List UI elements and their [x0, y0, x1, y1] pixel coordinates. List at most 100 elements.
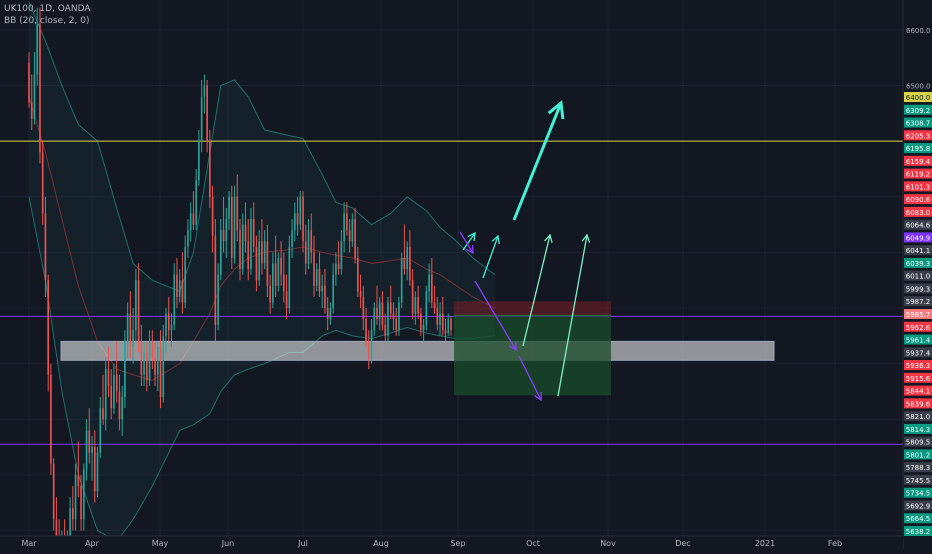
candle-body [250, 219, 252, 270]
candle-body [348, 230, 351, 242]
price-tag-label: 5734.5 [906, 490, 931, 498]
price-tag-label: 6090.6 [906, 196, 931, 204]
price-tag-label: 5801.2 [906, 451, 931, 459]
arrow-down-small-head [465, 244, 474, 255]
price-tag-label: 6308.7 [906, 120, 931, 128]
price-tag-bg [904, 411, 932, 422]
price-tag-label: 6011.0 [906, 273, 931, 281]
candle-body [30, 102, 33, 119]
price-tag-label: 6195.8 [906, 145, 931, 153]
candle-body [310, 230, 313, 253]
candle-body [167, 313, 170, 331]
price-tag-bg [904, 232, 932, 243]
price-tag-bg [904, 385, 932, 396]
price-tag-label: 6039.3 [906, 260, 931, 268]
arrow-up-2-head [491, 234, 500, 245]
candle-body [124, 341, 126, 398]
candle-body [378, 302, 381, 320]
candle-body [225, 219, 228, 242]
candle-body [417, 296, 419, 314]
candle-body [302, 196, 304, 242]
arrow-up-4 [557, 234, 588, 397]
price-tag-label: 5999.3 [906, 285, 931, 293]
candle-body [206, 85, 208, 142]
price-axis-tick: 6500.0 [906, 83, 931, 91]
candle-body [244, 224, 247, 242]
candle-body [428, 274, 430, 292]
time-axis-label: Feb [828, 539, 842, 548]
candle-body [156, 346, 159, 375]
candle-body [367, 341, 370, 359]
price-tag-bg [904, 423, 932, 434]
price-tag-bg [904, 168, 932, 179]
price-tag-label: 5638.2 [906, 528, 931, 536]
arrow-up-3 [522, 234, 551, 347]
price-tag-bg [904, 206, 932, 217]
price-tag-label: 6309.2 [906, 107, 931, 115]
candle-body [69, 508, 71, 542]
time-axis-label: 2021 [755, 539, 775, 548]
candle-body [384, 324, 387, 336]
price-tag-label: 6083.0 [906, 209, 931, 217]
price-tag-label: 6400.0 [906, 94, 931, 102]
candle-body [154, 358, 156, 375]
price-tag-bg [904, 347, 932, 358]
candle-body [146, 352, 148, 381]
price-tag-label: 5937.4 [906, 349, 931, 357]
candle-body [337, 263, 340, 270]
candle-body [140, 341, 143, 375]
candle-body [430, 274, 433, 303]
candle-body [392, 313, 395, 320]
candle-body [409, 246, 411, 281]
price-tag-bg [904, 117, 932, 128]
candle-body [36, 24, 39, 75]
candle-body [332, 274, 334, 309]
candle-body [444, 330, 447, 334]
arrow-up-small [462, 232, 476, 251]
candle-body [219, 230, 222, 275]
price-tag-bg [904, 296, 932, 307]
candle-body [304, 241, 307, 264]
candle-body [299, 196, 302, 225]
candle-body [181, 280, 184, 303]
price-tag-label: 5788.3 [906, 464, 931, 472]
candle-body [162, 335, 165, 398]
candle-body [165, 313, 167, 336]
candle-body [132, 330, 134, 347]
candle-body [47, 280, 50, 375]
candle-body [195, 180, 197, 225]
time-axis-label: Jul [297, 539, 308, 548]
price-tag-bg [904, 334, 932, 345]
candle-body [44, 213, 47, 281]
candle-body [389, 302, 392, 314]
candle-body [324, 285, 326, 309]
candle-body [422, 324, 425, 331]
price-tag-bg [904, 155, 932, 166]
arrow-up-4-head [581, 233, 591, 243]
candle-body [269, 285, 271, 303]
symbol-title[interactable]: UK100, 1D, OANDA [4, 4, 91, 14]
indicator-title[interactable]: BB (20, close, 2, 0) [4, 16, 90, 26]
candle-body [247, 241, 250, 270]
candle-body [252, 219, 255, 247]
price-tag-label: 5961.4 [906, 337, 931, 345]
candle-body [329, 308, 332, 320]
price-tag-bg [904, 309, 932, 319]
candle-body [72, 508, 74, 520]
candle-body [414, 296, 417, 314]
candle-body [346, 213, 348, 231]
candle-body [318, 269, 321, 292]
price-tag-bg [904, 372, 932, 383]
time-axis-label: Jun [221, 539, 235, 548]
candle-body [255, 246, 258, 281]
candle-body [307, 230, 310, 264]
price-tag-bg [904, 474, 932, 485]
candle-body [313, 252, 315, 286]
candle-body [258, 241, 261, 281]
candle-body [340, 241, 343, 270]
candle-body [441, 313, 444, 331]
candle-body [80, 486, 82, 520]
price-tag-bg [904, 270, 932, 281]
